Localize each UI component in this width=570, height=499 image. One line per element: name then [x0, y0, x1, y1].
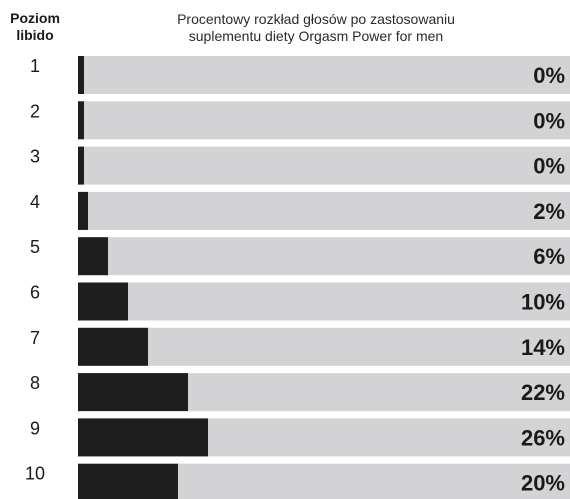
- level-label: 7: [30, 328, 40, 348]
- bar-track: [78, 282, 570, 321]
- level-label: 2: [30, 101, 40, 121]
- level-label: 6: [30, 283, 40, 303]
- level-label: 9: [30, 418, 40, 438]
- value-label: 20%: [521, 471, 565, 496]
- bar-track: [78, 191, 570, 230]
- bar-value: [78, 327, 148, 366]
- bar-row: 7 14%: [30, 327, 570, 366]
- bar-track: [78, 101, 570, 140]
- bar-row: 2 0%: [30, 101, 570, 140]
- level-axis-header-line1: Poziom: [10, 10, 60, 26]
- value-label: 10%: [521, 290, 565, 315]
- bar-row: 8 22%: [30, 373, 570, 412]
- bar-value: [78, 418, 208, 457]
- bar-row: 5 6%: [30, 237, 570, 276]
- level-label: 1: [30, 56, 40, 76]
- bar-value: [78, 146, 84, 185]
- bar-value: [78, 56, 84, 94]
- bar-value: [78, 101, 84, 140]
- bar-track: [78, 56, 570, 94]
- value-label: 22%: [521, 380, 565, 405]
- bar-value: [78, 237, 108, 276]
- bar-value: [78, 191, 88, 230]
- bar-value: [78, 463, 178, 499]
- value-label: 0%: [533, 154, 565, 179]
- chart-title-line1: Procentowy rozkład głosów po zastosowani…: [177, 11, 455, 27]
- bar-value: [78, 373, 188, 412]
- bar-track: [78, 146, 570, 185]
- value-label: 6%: [533, 244, 565, 269]
- bar-row: 4 2%: [30, 191, 570, 230]
- bar-track: [78, 237, 570, 276]
- value-label: 26%: [521, 425, 565, 450]
- level-axis-header-line2: libido: [16, 27, 54, 43]
- chart-title: Procentowy rozkład głosów po zastosowani…: [122, 11, 510, 45]
- level-label: 4: [30, 192, 40, 212]
- bar-row: 1 0%: [30, 56, 570, 94]
- level-label: 8: [30, 373, 40, 393]
- bar-row: 10 20%: [25, 463, 570, 499]
- value-label: 2%: [533, 199, 565, 224]
- bar-row: 3 0%: [30, 146, 570, 185]
- value-label: 0%: [533, 63, 565, 88]
- value-label: 0%: [533, 108, 565, 133]
- bar-row: 6 10%: [30, 282, 570, 321]
- chart-title-line2: suplementu diety Orgasm Power for men: [188, 28, 444, 44]
- bar-row: 9 26%: [30, 418, 570, 457]
- level-axis-header: Poziom libido: [8, 10, 62, 44]
- level-label: 5: [30, 237, 40, 257]
- bar-value: [78, 282, 128, 321]
- value-label: 14%: [521, 335, 565, 360]
- bar-track: [78, 327, 570, 366]
- level-label: 10: [25, 464, 45, 484]
- level-label: 3: [30, 147, 40, 167]
